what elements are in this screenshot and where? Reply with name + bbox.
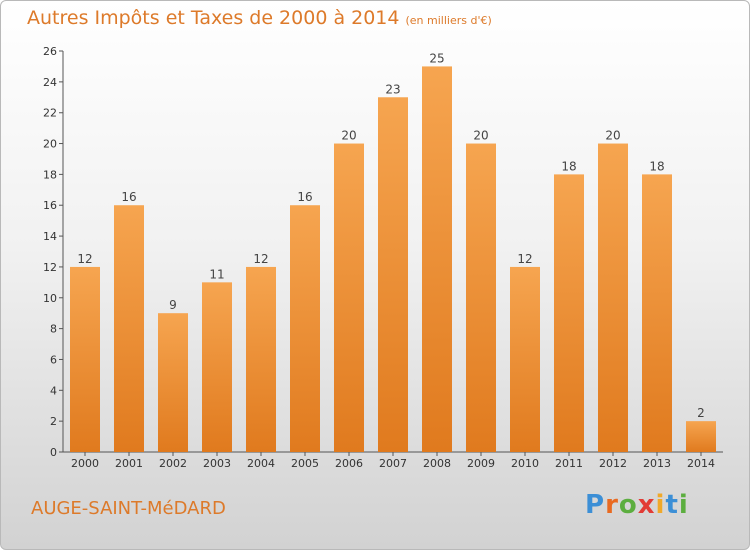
y-tick-label: 22 [43,107,57,120]
x-tick-label: 2004 [247,457,275,470]
x-tick-label: 2007 [379,457,407,470]
data-label: 20 [605,129,620,143]
bar [158,313,188,452]
data-label: 16 [297,190,312,204]
x-tick-label: 2003 [203,457,231,470]
x-tick-label: 2008 [423,457,451,470]
data-label: 16 [121,190,136,204]
bar [290,205,320,452]
bar [378,97,408,453]
data-label: 9 [169,298,177,312]
commune-name: AUGE-SAINT-MéDARD [31,498,226,519]
data-label: 20 [473,129,488,143]
y-tick-label: 2 [50,415,57,428]
y-tick-label: 6 [50,353,57,366]
x-tick-label: 2009 [467,457,495,470]
y-tick-label: 14 [43,230,57,243]
y-tick-label: 16 [43,199,57,212]
data-label: 12 [77,252,92,266]
data-label: 18 [649,159,664,173]
bar [554,174,584,452]
x-tick-label: 2012 [599,457,627,470]
data-label: 11 [209,267,224,281]
y-tick-label: 12 [43,261,57,274]
x-tick-label: 2006 [335,457,363,470]
bar [334,143,364,453]
bar [642,174,672,452]
data-label: 25 [429,51,444,65]
x-tick-label: 2011 [555,457,583,470]
x-tick-label: 2001 [115,457,143,470]
y-tick-label: 26 [43,45,57,58]
data-label: 23 [385,82,400,96]
bar [466,143,496,453]
data-label: 18 [561,159,576,173]
y-tick-label: 10 [43,292,57,305]
bar [114,205,144,452]
bar [686,421,716,452]
bar [598,143,628,453]
data-label: 12 [517,252,532,266]
x-tick-label: 2014 [687,457,715,470]
x-tick-label: 2005 [291,457,319,470]
bar [202,282,232,452]
y-tick-label: 18 [43,168,57,181]
data-label: 12 [253,252,268,266]
x-tick-label: 2013 [643,457,671,470]
x-tick-label: 2010 [511,457,539,470]
y-tick-label: 24 [43,76,57,89]
data-label: 20 [341,129,356,143]
x-tick-label: 2002 [159,457,187,470]
proxiti-logo: Proxiti [585,490,689,520]
bar [70,266,100,452]
bar [510,266,540,452]
y-tick-label: 0 [50,446,57,459]
chart-title-text: Autres Impôts et Taxes de 2000 à 2014 [27,7,400,29]
chart-title: Autres Impôts et Taxes de 2000 à 2014 (en… [27,7,492,29]
data-label: 2 [697,406,705,420]
bar [422,66,452,452]
y-tick-label: 8 [50,323,57,336]
x-tick-label: 2000 [71,457,99,470]
chart-unit: (en milliers d'€) [405,14,492,27]
y-tick-label: 20 [43,138,57,151]
y-tick-label: 4 [50,384,57,397]
bar [246,266,276,452]
